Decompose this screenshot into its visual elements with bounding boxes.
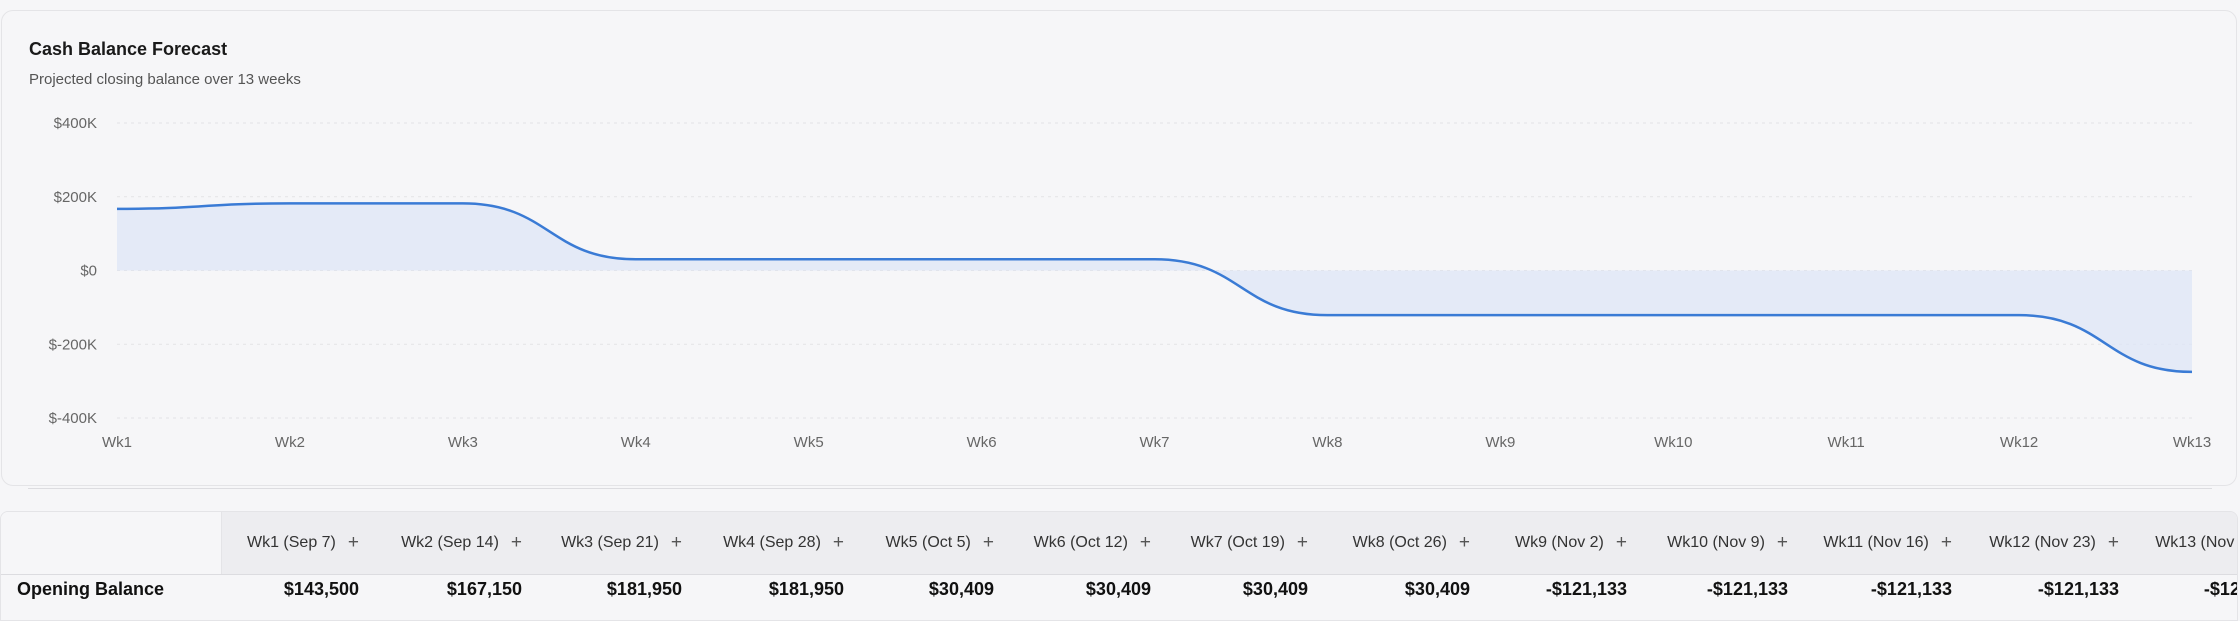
cash-balance-chart: $400K $200K $0 $-200K $-400K Wk1 Wk2 Wk3 Wk4 Wk5… <box>0 0 2240 490</box>
column-header: Wk7 (Oct 19) + <box>1159 512 1316 575</box>
row-label: Opening Balance <box>1 575 221 621</box>
column-header: Wk13 (Nov 30)+ <box>2127 512 2238 575</box>
expand-column-icon[interactable]: + <box>1941 532 1952 554</box>
table-cell: $181,950 <box>690 575 852 621</box>
column-header-label: Wk10 (Nov 9) <box>1667 534 1765 551</box>
expand-column-icon[interactable]: + <box>348 532 359 554</box>
section-divider <box>28 488 2212 489</box>
column-header: Wk11 (Nov 16) + <box>1796 512 1960 575</box>
expand-column-icon[interactable]: + <box>983 532 994 554</box>
x-tick-label: Wk2 <box>275 434 305 451</box>
column-header-label: Wk9 (Nov 2) <box>1515 534 1604 551</box>
column-header: Wk10 (Nov 9) + <box>1635 512 1796 575</box>
column-header-label: Wk13 (Nov 30) <box>2155 534 2238 551</box>
table-header-row: Wk1 (Sep 7)+Wk2 (Sep 14)+Wk3 (Sep 21)+Wk… <box>1 512 2238 575</box>
column-header: Wk8 (Oct 26) + <box>1316 512 1478 575</box>
table-cell: -$121,133 <box>2127 575 2238 621</box>
table-cell: $181,950 <box>530 575 690 621</box>
expand-column-icon[interactable]: + <box>1616 532 1627 554</box>
column-header: Wk9 (Nov 2) + <box>1478 512 1635 575</box>
column-header-label: Wk11 (Nov 16) <box>1823 534 1929 551</box>
table-cell: $143,500 <box>221 575 367 621</box>
expand-column-icon[interactable]: + <box>833 532 844 554</box>
table-cell: -$121,133 <box>1635 575 1796 621</box>
expand-column-icon[interactable]: + <box>671 532 682 554</box>
column-header-label: Wk4 (Sep 28) <box>723 534 821 551</box>
column-header: Wk5 (Oct 5) + <box>852 512 1002 575</box>
x-tick-label: Wk13 <box>2173 434 2211 451</box>
column-header: Wk1 (Sep 7) + <box>221 512 367 575</box>
y-tick-label: $200K <box>54 189 97 206</box>
table-cell: $30,409 <box>1316 575 1478 621</box>
column-header-label: Wk2 (Sep 14) <box>401 534 499 551</box>
y-tick-label: $-400K <box>49 410 97 427</box>
table-cell: -$121,133 <box>1796 575 1960 621</box>
table-corner-cell <box>1 512 221 575</box>
x-axis-ticks: Wk1 Wk2 Wk3 Wk4 Wk5 Wk6 Wk7 Wk8 Wk9 Wk10 Wk11 Wk12 W… <box>102 434 2211 451</box>
expand-column-icon[interactable]: + <box>2108 532 2119 554</box>
forecast-table-container[interactable]: Wk1 (Sep 7)+Wk2 (Sep 14)+Wk3 (Sep 21)+Wk… <box>0 511 2238 621</box>
column-header: Wk4 (Sep 28) + <box>690 512 852 575</box>
x-tick-label: Wk3 <box>448 434 478 451</box>
y-axis-ticks: $400K $200K $0 $-200K $-400K <box>49 115 97 427</box>
expand-column-icon[interactable]: + <box>1777 532 1788 554</box>
column-header-label: Wk6 (Oct 12) <box>1034 534 1128 551</box>
x-tick-label: Wk4 <box>621 434 651 451</box>
column-header: Wk2 (Sep 14) + <box>367 512 530 575</box>
table-cell: $30,409 <box>1002 575 1159 621</box>
column-header-label: Wk12 (Nov 23) <box>1989 534 2096 551</box>
x-tick-label: Wk10 <box>1654 434 1692 451</box>
column-header: Wk12 (Nov 23) + <box>1960 512 2127 575</box>
x-tick-label: Wk7 <box>1140 434 1170 451</box>
column-header-label: Wk5 (Oct 5) <box>886 534 971 551</box>
column-header: Wk3 (Sep 21) + <box>530 512 690 575</box>
x-tick-label: Wk9 <box>1485 434 1515 451</box>
expand-column-icon[interactable]: + <box>511 532 522 554</box>
x-tick-label: Wk5 <box>794 434 824 451</box>
table-cell: $167,150 <box>367 575 530 621</box>
expand-column-icon[interactable]: + <box>1140 532 1151 554</box>
x-tick-label: Wk8 <box>1312 434 1342 451</box>
x-tick-label: Wk6 <box>967 434 997 451</box>
column-header-label: Wk1 (Sep 7) <box>247 534 336 551</box>
column-header-label: Wk7 (Oct 19) <box>1191 534 1285 551</box>
table-cell: -$121,133 <box>1478 575 1635 621</box>
table-cell: $30,409 <box>1159 575 1316 621</box>
column-header-label: Wk3 (Sep 21) <box>561 534 659 551</box>
expand-column-icon[interactable]: + <box>1459 532 1470 554</box>
table-cell: $30,409 <box>852 575 1002 621</box>
balance-area <box>117 203 2192 372</box>
x-tick-label: Wk1 <box>102 434 132 451</box>
forecast-table: Wk1 (Sep 7)+Wk2 (Sep 14)+Wk3 (Sep 21)+Wk… <box>1 512 2238 621</box>
column-header-label: Wk8 (Oct 26) <box>1353 534 1447 551</box>
y-tick-label: $0 <box>80 263 97 280</box>
y-tick-label: $400K <box>54 115 97 132</box>
table-cell: -$121,133 <box>1960 575 2127 621</box>
y-tick-label: $-200K <box>49 336 97 353</box>
x-tick-label: Wk11 <box>1828 434 1865 451</box>
table-row: Opening Balance$143,500$167,150$181,950$… <box>1 575 2238 621</box>
x-tick-label: Wk12 <box>2000 434 2038 451</box>
expand-column-icon[interactable]: + <box>1297 532 1308 554</box>
column-header: Wk6 (Oct 12) + <box>1002 512 1159 575</box>
